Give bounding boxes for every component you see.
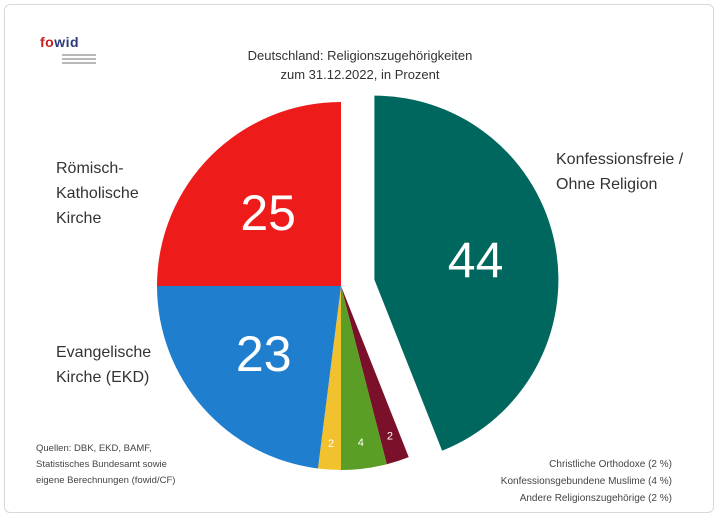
- pie-value-label-2: 4: [358, 437, 364, 449]
- label-rk-line-2: Katholische: [56, 185, 139, 202]
- sources-line-1: Quellen: DBK, EKD, BAMF,: [36, 443, 152, 454]
- legend-andere: Andere Religionszugehörige (2 %): [519, 493, 672, 504]
- label-rk-line-3: Kirche: [56, 210, 102, 227]
- sources-line-2: Statistisches Bundesamt sowie: [36, 459, 167, 470]
- pie-slice-0: [374, 95, 559, 451]
- label-rk-line-1: Römisch-: [56, 160, 124, 177]
- chart-title-line-2: zum 31.12.2022, in Prozent: [280, 67, 440, 82]
- label-evangelisch: Evangelische Kirche (EKD): [56, 340, 166, 390]
- pie-value-label-5: 25: [240, 185, 296, 241]
- label-konfessionsfreie: Konfessionsfreie / Ohne Religion: [556, 147, 706, 197]
- pie-value-label-4: 23: [236, 326, 292, 382]
- pie-slice-3: [317, 286, 341, 470]
- pie-slice-2: [341, 286, 387, 470]
- chart-title: Deutschland: Religionszugehörigkeiten zu…: [200, 46, 520, 84]
- pie-value-label-0: 44: [448, 232, 504, 288]
- label-kf-line-2: Ohne Religion: [556, 176, 658, 193]
- label-ek-line-2: Kirche (EKD): [56, 369, 150, 386]
- legend-muslime: Konfessionsgebundene Muslime (4 %): [500, 476, 672, 487]
- label-roemisch-katholisch: Römisch- Katholische Kirche: [56, 156, 166, 231]
- pie-value-label-3: 2: [328, 438, 334, 450]
- logo-tagline-lines: [62, 54, 96, 66]
- pie-value-label-1: 2: [387, 430, 393, 442]
- pie-slice-5: [157, 102, 341, 286]
- label-ek-line-1: Evangelische: [56, 344, 152, 361]
- pie-slice-1: [341, 286, 409, 465]
- legend-orthodoxe: Christliche Orthodoxe (2 %): [549, 459, 672, 470]
- chart-title-line-1: Deutschland: Religionszugehörigkeiten: [247, 48, 473, 63]
- small-slices-legend: Christliche Orthodoxe (2 %) Konfessionsg…: [440, 456, 672, 507]
- pie-slice-4: [157, 286, 341, 469]
- sources-line-3: eigene Berechnungen (fowid/CF): [36, 475, 176, 486]
- label-kf-line-1: Konfessionsfreie /: [556, 151, 684, 168]
- logo-wordmark: fowid: [40, 34, 80, 50]
- sources-note: Quellen: DBK, EKD, BAMF, Statistisches B…: [36, 441, 236, 489]
- fowid-logo: fowid: [40, 34, 100, 74]
